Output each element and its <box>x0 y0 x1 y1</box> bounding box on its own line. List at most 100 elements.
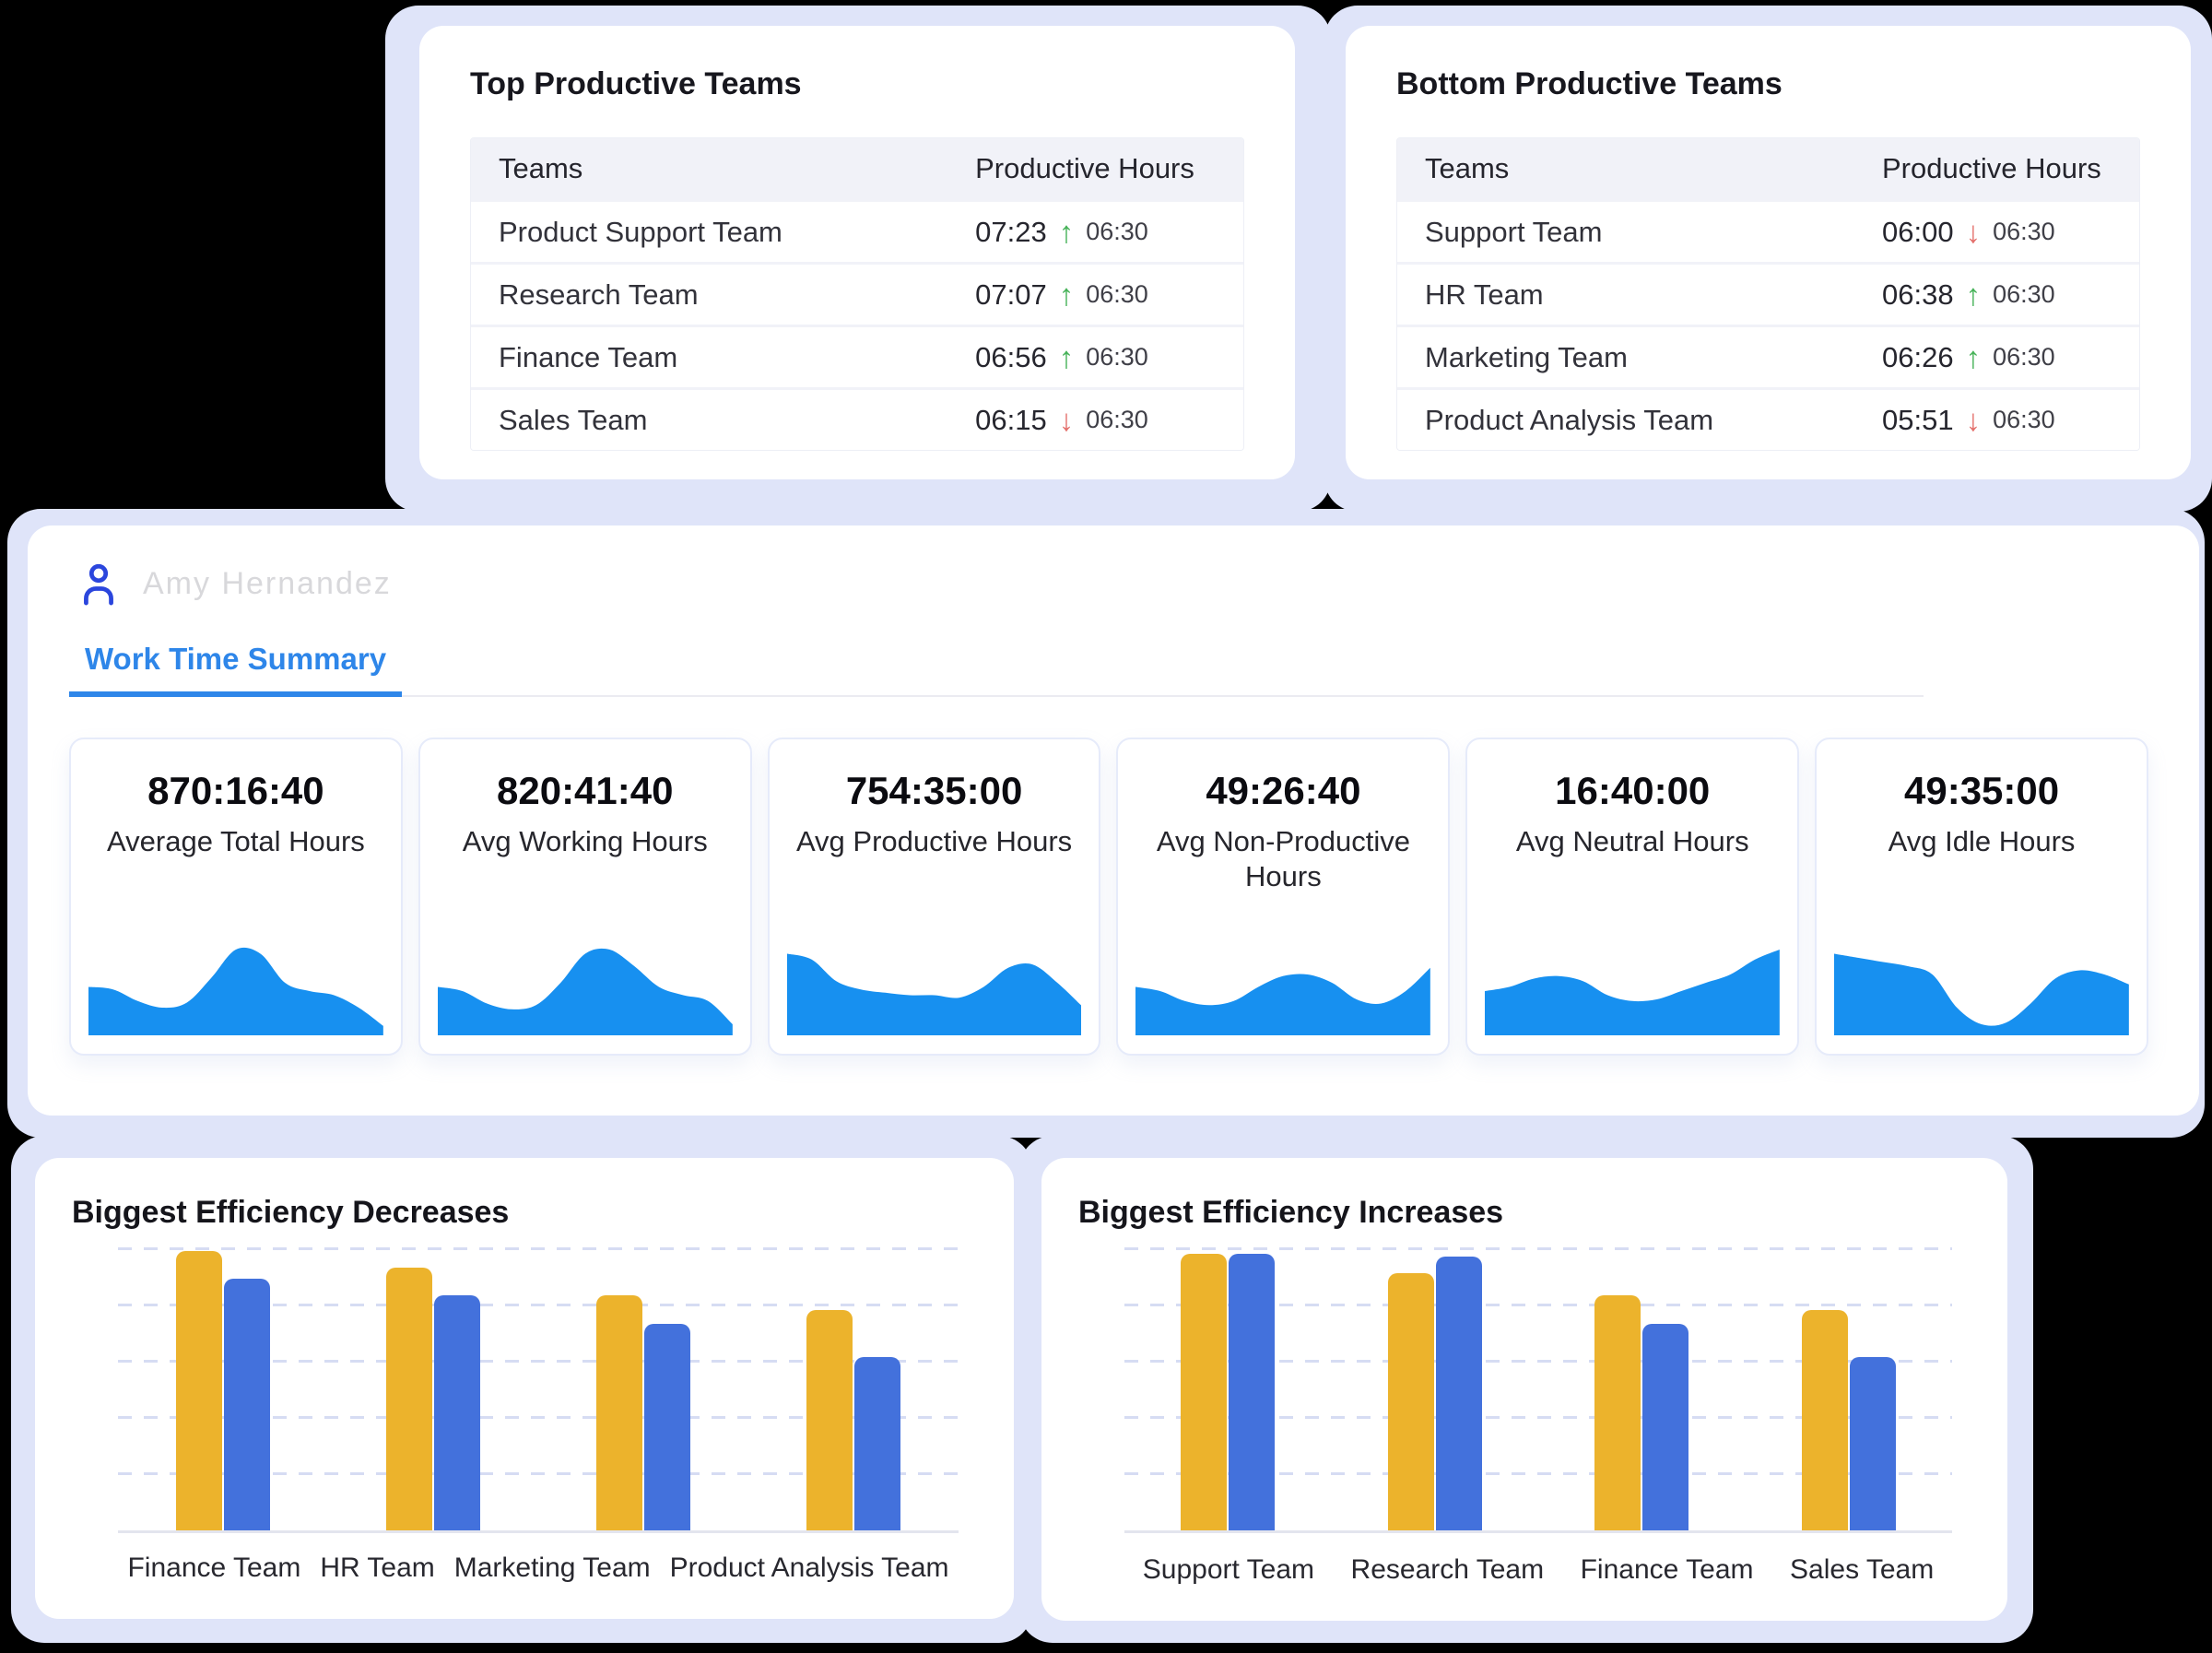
blue-bar <box>644 1324 690 1530</box>
yellow-bar <box>386 1268 432 1530</box>
trend-arrow-icon: ↑ <box>1965 340 1982 374</box>
hours-reference: 06:30 <box>1086 406 1148 433</box>
chart-title: Biggest Efficiency Decreases <box>72 1195 510 1230</box>
yellow-bar <box>596 1295 642 1530</box>
gridline <box>1124 1304 1952 1306</box>
yellow-bar <box>176 1251 222 1530</box>
sparkline-area-chart <box>437 948 733 1035</box>
table-row: HR Team 06:38 ↑ 06:30 <box>1397 262 2139 325</box>
stat-value: 49:26:40 <box>1206 769 1361 812</box>
blue-bar <box>854 1357 900 1530</box>
stat-card-avg-working-hours: 820:41:40 Avg Working Hours <box>418 738 752 1056</box>
category-label: Sales Team <box>1790 1554 1935 1585</box>
gridline <box>118 1472 959 1475</box>
stat-label: Average Total Hours <box>107 825 365 857</box>
yellow-bar <box>1387 1273 1434 1530</box>
gridline <box>1124 1247 1952 1250</box>
category-label: Product Analysis Team <box>669 1553 949 1583</box>
table-row: Marketing Team 06:26 ↑ 06:30 <box>1397 325 2139 387</box>
hours-reference: 06:30 <box>1993 218 2055 245</box>
stat-value: 754:35:00 <box>845 769 1023 812</box>
bar-group <box>806 1310 900 1530</box>
category-label: Finance Team <box>127 1553 301 1583</box>
blue-bar <box>1435 1257 1482 1530</box>
gridline <box>1124 1360 1952 1363</box>
hours-reference: 06:30 <box>1993 406 2055 433</box>
blue-bar <box>1229 1254 1276 1530</box>
employee-name: Amy Hernandez <box>143 565 392 601</box>
table-row: Finance Team 06:56 ↑ 06:30 <box>471 325 1243 387</box>
gridline <box>118 1304 959 1306</box>
team-name: Finance Team <box>499 340 678 373</box>
x-axis-labels: Finance Team HR Team Marketing Team Product… <box>118 1553 959 1584</box>
table-row: Product Analysis Team 05:51 ↓ 06:30 <box>1397 387 2139 450</box>
gridline <box>118 1247 959 1250</box>
stat-label: Avg Idle Hours <box>1888 825 2076 857</box>
hours-value: 05:51 <box>1882 403 1954 436</box>
yellow-bar <box>1181 1254 1228 1530</box>
hours-value: 07:23 <box>975 215 1047 248</box>
bar-chart-plot <box>118 1241 959 1533</box>
person-icon <box>84 563 113 606</box>
blue-bar <box>1849 1357 1896 1530</box>
hours-value: 06:26 <box>1882 340 1954 373</box>
hours-value: 06:00 <box>1882 215 1954 248</box>
tab-bar: Work Time Summary <box>69 642 1924 697</box>
gridline <box>118 1416 959 1419</box>
team-name: Product Support Team <box>499 215 782 248</box>
team-name: Product Analysis Team <box>1425 403 1714 436</box>
tab-work-time-summary[interactable]: Work Time Summary <box>69 642 403 697</box>
stat-label: Avg Neutral Hours <box>1515 825 1749 857</box>
stat-value: 870:16:40 <box>147 769 324 812</box>
bar-group <box>176 1251 270 1530</box>
sparkline-area-chart <box>1135 967 1431 1035</box>
hours-reference: 06:30 <box>1086 343 1148 371</box>
bar-group <box>1181 1254 1276 1530</box>
bar-group <box>386 1268 480 1530</box>
blue-bar <box>224 1279 270 1530</box>
stat-card-avg-neutral-hours: 16:40:00 Avg Neutral Hours <box>1465 738 1800 1056</box>
team-name: Support Team <box>1425 215 1603 248</box>
yellow-bar <box>806 1310 853 1530</box>
blue-bar <box>434 1295 480 1530</box>
column-header-teams: Teams <box>1425 152 1510 184</box>
trend-arrow-icon: ↓ <box>1965 403 1982 437</box>
stat-value: 16:40:00 <box>1555 769 1711 812</box>
bar-group <box>596 1295 690 1530</box>
summary-cards-row: 870:16:40 Average Total Hours 820:41:40 … <box>69 738 2148 1056</box>
blue-bar <box>1642 1324 1689 1530</box>
efficiency-increases-chart-card: Biggest Efficiency Increases Support Tea… <box>1041 1158 2007 1621</box>
stat-card-average-total-hours: 870:16:40 Average Total Hours <box>69 738 403 1056</box>
category-label: Finance Team <box>1580 1554 1754 1585</box>
hours-reference: 06:30 <box>1993 280 2055 308</box>
column-header-hours: Productive Hours <box>975 152 1194 184</box>
category-label: Marketing Team <box>453 1553 651 1583</box>
hours-reference: 06:30 <box>1993 343 2055 371</box>
hours-value: 06:38 <box>1882 277 1954 311</box>
trend-arrow-icon: ↑ <box>1965 277 1982 312</box>
top-productive-teams-card: Top Productive Teams Teams Productive Ho… <box>419 26 1295 479</box>
category-label: Support Team <box>1142 1554 1314 1585</box>
stat-card-avg-non-productive-hours: 49:26:40 Avg Non-Productive Hours <box>1116 738 1451 1056</box>
bar-group <box>1594 1295 1689 1530</box>
gridline <box>1124 1472 1952 1475</box>
stat-label: Avg Non-Productive Hours <box>1156 825 1410 892</box>
hours-value: 06:56 <box>975 340 1047 373</box>
chart-title: Biggest Efficiency Increases <box>1078 1195 1504 1230</box>
trend-arrow-icon: ↑ <box>1058 340 1075 374</box>
work-time-summary-panel: Amy Hernandez Work Time Summary 870:16:4… <box>28 525 2199 1116</box>
stat-card-avg-productive-hours: 754:35:00 Avg Productive Hours <box>767 738 1101 1056</box>
card-title: Top Productive Teams <box>470 66 802 101</box>
yellow-bar <box>1801 1310 1848 1530</box>
trend-arrow-icon: ↑ <box>1058 215 1075 249</box>
column-header-teams: Teams <box>499 152 583 184</box>
category-label: Research Team <box>1350 1554 1545 1585</box>
sparkline-area-chart <box>1834 953 2129 1035</box>
stat-value: 49:35:00 <box>1903 769 2060 812</box>
card-title: Bottom Productive Teams <box>1396 66 1783 101</box>
table-header: Teams Productive Hours <box>1397 138 2139 199</box>
trend-arrow-icon: ↓ <box>1058 403 1075 437</box>
teams-table: Teams Productive Hours Support Team 06:0… <box>1396 137 2140 451</box>
gridline <box>118 1360 959 1363</box>
